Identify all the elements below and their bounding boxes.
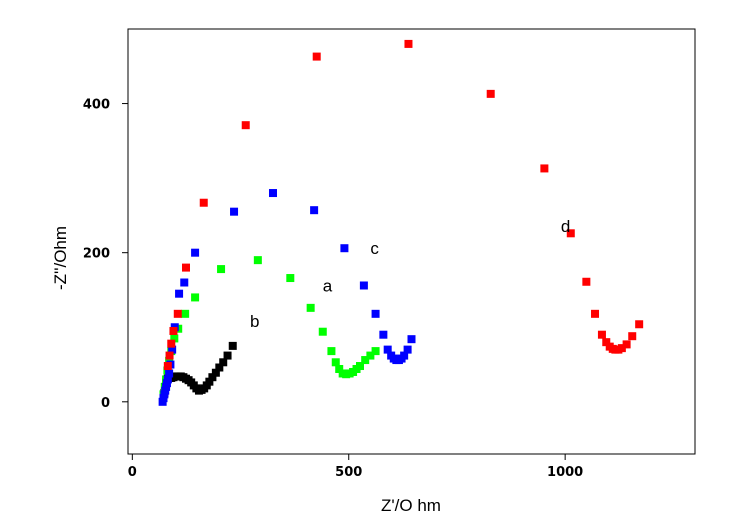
point-a-26	[371, 347, 380, 356]
point-a-9	[191, 293, 200, 302]
point-d-22	[622, 340, 631, 349]
point-b-28	[223, 351, 232, 360]
point-b-25	[211, 368, 220, 377]
point-a-23	[355, 362, 364, 371]
point-d-8	[312, 52, 321, 61]
series-label-b: b	[250, 312, 259, 331]
point-c-21	[383, 345, 392, 354]
point-d-0	[163, 362, 172, 371]
point-a-25	[366, 351, 375, 360]
point-a-6	[170, 334, 179, 343]
point-c-9	[168, 345, 177, 354]
plot-frame	[127, 28, 696, 455]
x-axis-title: Z'/O hm	[381, 496, 441, 515]
point-c-17	[340, 244, 349, 253]
series-d	[163, 39, 644, 371]
point-d-4	[173, 309, 182, 318]
x-tick-label-500: 500	[335, 465, 362, 480]
point-c-16	[310, 206, 319, 215]
point-c-13	[191, 248, 200, 257]
point-c-18	[359, 281, 368, 290]
point-a-15	[327, 347, 336, 356]
point-d-3	[169, 326, 178, 335]
point-c-6	[163, 375, 172, 384]
point-c-7	[165, 369, 174, 378]
y-tick-label-200: 200	[83, 247, 110, 262]
y-tick-label-400: 400	[83, 98, 110, 113]
x-tick-label-1000: 1000	[547, 465, 583, 480]
point-b-27	[219, 358, 228, 367]
point-a-12	[286, 274, 295, 283]
series-label-c: c	[370, 239, 379, 258]
point-d-6	[199, 198, 208, 207]
axis-tick-labels: 0 500 1000 0 200 400	[83, 98, 583, 480]
y-axis-title: -Z''/Ohm	[51, 226, 70, 290]
point-c-19	[371, 309, 380, 318]
point-c-11	[175, 289, 184, 298]
point-d-11	[540, 164, 549, 173]
series-labels: b a c d	[250, 217, 570, 331]
point-a-17	[335, 365, 344, 373]
point-d-21	[617, 344, 626, 353]
point-d-13	[582, 277, 591, 286]
point-d-10	[486, 89, 495, 98]
point-d-2	[167, 339, 176, 348]
point-c-28	[403, 345, 412, 354]
point-a-8	[181, 309, 190, 318]
point-a-10	[217, 265, 226, 274]
point-a-16	[331, 358, 340, 367]
point-d-5	[181, 263, 190, 272]
point-d-1	[165, 351, 174, 360]
point-c-27	[400, 351, 409, 360]
point-b-23	[205, 377, 214, 386]
point-c-12	[180, 278, 189, 287]
point-c-29	[407, 335, 416, 344]
point-b-26	[215, 363, 224, 372]
point-d-9	[404, 39, 413, 48]
point-c-14	[230, 207, 239, 216]
point-d-16	[602, 338, 611, 347]
point-d-24	[635, 320, 644, 329]
point-d-23	[628, 332, 637, 341]
series-label-d: d	[561, 217, 570, 236]
point-d-7	[241, 121, 250, 130]
point-c-20	[379, 330, 388, 339]
point-b-29	[228, 341, 237, 350]
axis-ticks	[122, 103, 566, 460]
point-d-12	[566, 229, 575, 238]
x-tick-label-0: 0	[128, 465, 137, 480]
series-c	[158, 189, 416, 406]
point-a-13	[306, 303, 315, 312]
point-a-24	[361, 356, 370, 365]
point-d-15	[597, 330, 606, 339]
y-tick-label-0: 0	[101, 396, 110, 411]
point-c-15	[268, 189, 277, 198]
series-label-a: a	[323, 276, 333, 295]
point-a-11	[253, 256, 262, 265]
point-b-24	[208, 373, 217, 382]
point-d-14	[591, 309, 600, 318]
point-a-14	[318, 327, 327, 336]
data-points	[158, 39, 644, 406]
